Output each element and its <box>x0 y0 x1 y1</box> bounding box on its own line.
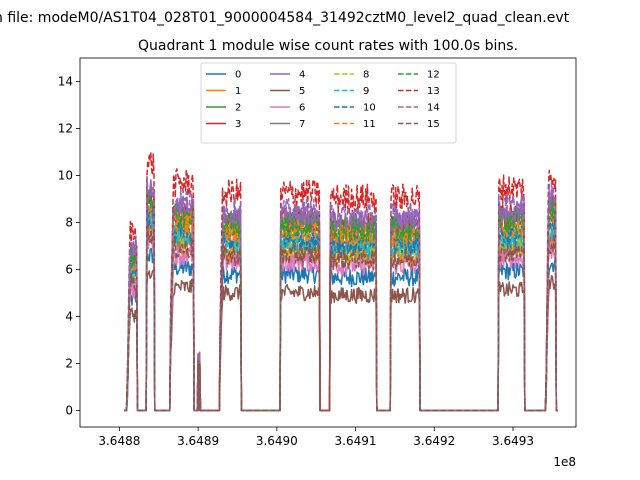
legend-label-5: 5 <box>299 86 305 97</box>
x-offset-label: 1e8 <box>553 455 576 469</box>
y-tick-label: 0 <box>65 404 73 418</box>
legend-label-7: 7 <box>299 119 305 130</box>
legend-label-11: 11 <box>363 119 376 130</box>
legend-label-6: 6 <box>299 103 305 114</box>
y-tick-label: 12 <box>58 122 73 136</box>
legend-label-12: 12 <box>427 70 440 81</box>
legend-box <box>200 62 457 144</box>
series-line-15 <box>124 224 558 412</box>
legend-label-13: 13 <box>427 86 440 97</box>
x-tick-label: 3.6490 <box>256 434 298 448</box>
y-tick-label: 14 <box>58 75 73 89</box>
legend-label-2: 2 <box>235 103 241 114</box>
legend-label-15: 15 <box>427 119 440 130</box>
x-tick-label: 3.6493 <box>492 434 534 448</box>
legend-label-0: 0 <box>235 70 241 81</box>
x-tick-label: 3.6488 <box>98 434 140 448</box>
y-tick-label: 2 <box>65 357 73 371</box>
y-axis: 0 2 4 6 8 10 12 14 <box>58 75 80 418</box>
y-tick-label: 10 <box>58 169 73 183</box>
legend-label-9: 9 <box>363 86 369 97</box>
y-tick-label: 4 <box>65 310 73 324</box>
x-axis: 3.6488 3.6489 3.6490 3.6491 3.6492 3.6493 <box>98 427 534 448</box>
series-line-5 <box>124 269 558 412</box>
legend-label-10: 10 <box>363 103 376 114</box>
x-tick-label: 3.6492 <box>413 434 455 448</box>
series-lines <box>124 152 558 412</box>
chart-suptitle: n file: modeM0/AS1T04_028T01_9000004584_… <box>0 10 570 26</box>
y-tick-label: 8 <box>65 216 73 230</box>
y-tick-label: 6 <box>65 263 73 277</box>
series-line-13 <box>124 152 558 412</box>
legend-label-14: 14 <box>427 103 440 114</box>
chart-title: Quadrant 1 module wise count rates with … <box>138 38 518 54</box>
plot-frame <box>79 57 577 428</box>
x-tick-label: 3.6489 <box>177 434 219 448</box>
x-tick-label: 3.6491 <box>335 434 377 448</box>
legend-label-4: 4 <box>299 70 305 81</box>
legend-label-3: 3 <box>235 119 241 130</box>
legend-label-8: 8 <box>363 70 369 81</box>
legend-label-1: 1 <box>235 86 241 97</box>
